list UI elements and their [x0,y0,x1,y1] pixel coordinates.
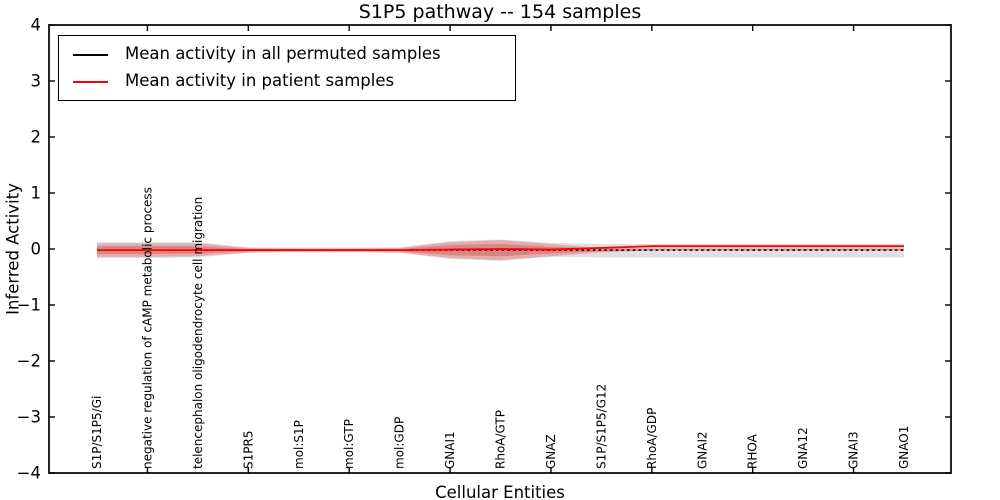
y-tick-label: 2 [31,128,42,147]
x-tick-label: S1P/S1P5/G12 [594,384,608,469]
x-axis-label: Cellular Entities [435,483,565,500]
y-tick-label: −3 [17,408,41,427]
x-tick-label: GNAZ [544,434,558,469]
plot-border [48,24,952,474]
x-tick-label: GNAO1 [897,426,911,469]
band-patient-samples-spread-inner [97,243,904,257]
x-tick-label: negative regulation of cAMP metabolic pr… [140,187,154,469]
x-tick-label: GNAI3 [847,431,861,469]
x-tick-label: RhoA/GTP [494,410,508,469]
x-tick-label: GNA12 [796,427,810,469]
band-permuted-samples-spread [97,239,904,261]
axis-ticks [49,24,951,474]
y-tick-label: 3 [31,72,42,91]
x-tick-label: S1PR5 [241,431,255,469]
x-tick-label: GNAI2 [695,431,709,469]
legend-label-permuted: Mean activity in all permuted samples [125,44,441,64]
legend-row-permuted: Mean activity in all permuted samples [73,44,509,64]
y-tick-label: −4 [17,464,41,483]
y-tick-label: 1 [31,184,42,203]
band-patient-samples-spread-outer [97,240,904,261]
chart-title: S1P5 pathway -- 154 samples [358,1,642,23]
y-axis-label: Inferred Activity [3,183,23,315]
x-tick-label: RhoA/GDP [645,408,659,469]
permuted-line-swatch [73,53,108,56]
x-tick-label: mol:GTP [342,419,356,469]
y-tick-label: −2 [17,352,41,371]
x-tick-label: RHOA [746,433,760,469]
legend: Mean activity in all permuted samples Me… [58,35,516,101]
legend-label-patient: Mean activity in patient samples [125,71,395,91]
x-tick-label: GNAI1 [443,431,457,469]
x-tick-labels: S1P/S1P5/Gi negative regulation of cAMP m… [90,187,911,469]
x-tick-label: S1P/S1P5/Gi [90,396,104,469]
legend-row-patient: Mean activity in patient samples [73,71,509,91]
y-tick-label: 4 [31,16,42,35]
patient-line-swatch [73,80,108,83]
series-line-patient [97,245,904,252]
x-tick-label: telencephalon oligodendrocyte cell migra… [191,197,205,469]
y-tick-label: 0 [31,240,42,259]
x-tick-label: mol:GDP [393,417,407,469]
y-tick-label: −1 [17,296,41,315]
x-tick-label: mol:S1P [292,420,306,469]
y-tick-labels: −4 −3 −2 −1 0 1 2 3 4 [17,16,41,483]
